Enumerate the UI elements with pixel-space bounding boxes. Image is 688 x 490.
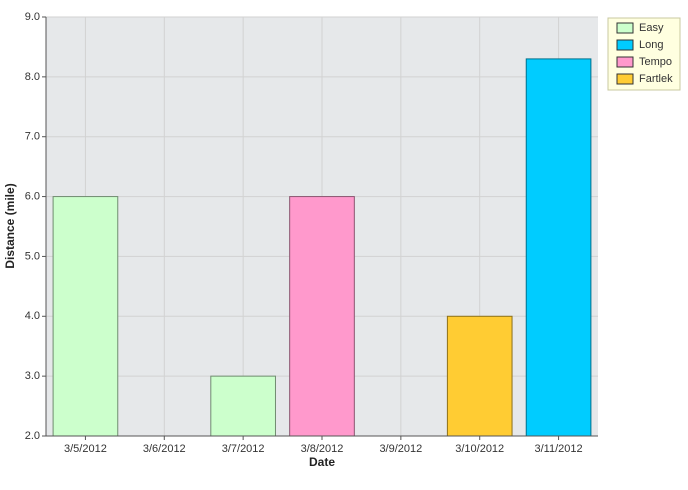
legend-label: Long [639, 39, 663, 51]
y-tick-label: 3.0 [25, 370, 40, 382]
bar [289, 196, 355, 437]
legend-swatch [616, 22, 634, 34]
legend-swatch [616, 73, 634, 85]
bar [446, 315, 513, 437]
x-tick-label: 3/9/2012 [379, 443, 422, 455]
legend-label: Fartlek [639, 73, 673, 85]
x-tick-label: 3/10/2012 [455, 443, 504, 455]
y-tick-label: 7.0 [25, 131, 40, 143]
y-tick-label: 6.0 [25, 190, 40, 202]
y-tick-label: 2.0 [25, 430, 40, 442]
x-tick-label: 3/7/2012 [222, 443, 265, 455]
y-axis-title: Distance (mile) [3, 183, 17, 268]
y-tick-label: 5.0 [25, 250, 40, 262]
bar [52, 196, 119, 437]
x-axis-title: Date [309, 455, 335, 469]
bar [210, 375, 276, 437]
x-tick-label: 3/11/2012 [535, 443, 583, 455]
y-tick-label: 8.0 [25, 71, 40, 83]
bar [525, 58, 592, 437]
legend-label: Easy [639, 22, 664, 34]
x-tick-label: 3/5/2012 [64, 443, 107, 455]
y-tick-label: 4.0 [25, 310, 40, 322]
x-tick-label: 3/6/2012 [143, 443, 186, 455]
legend-swatch [616, 39, 634, 51]
y-tick-label: 9.0 [25, 11, 40, 23]
legend-swatch [616, 56, 634, 68]
x-tick-label: 3/8/2012 [301, 443, 344, 455]
legend-label: Tempo [639, 56, 672, 68]
